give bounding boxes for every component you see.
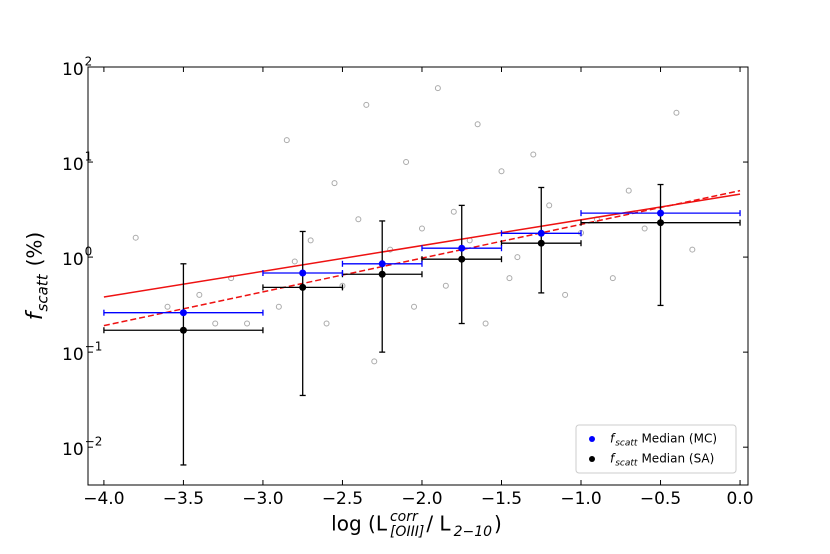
background-point [283,137,290,144]
background-point [331,180,338,187]
y-tick-exponent: 1 [85,150,93,164]
plot-frame [87,66,749,486]
background-point [212,320,219,327]
background-point [355,216,362,223]
median-point [378,270,386,278]
background-point [498,168,505,175]
median-point [458,244,466,252]
legend-marker [589,456,595,462]
median-point [299,283,307,291]
legend-box [575,424,737,474]
axis-label-part: 2−10 [454,524,493,540]
y-tick-label: 10 [62,345,84,365]
x-tick-label: −2.5 [322,489,363,509]
median-point [299,269,307,277]
axis-label-part: ) [494,512,502,536]
axis-label-part: log (L [331,512,388,536]
legend-label: Median (MC) [641,432,717,446]
background-point [562,291,569,298]
median-point [179,326,187,334]
background-point [641,225,648,232]
axis-label-part: f [23,309,48,320]
median-point [378,260,386,268]
background-point [275,303,282,310]
y-tick-exponent: 2 [85,55,93,69]
background-point [323,320,330,327]
background-point [442,282,449,289]
x-tick-label: −3.5 [163,489,204,509]
median-point [657,219,665,227]
x-tick-label: −4.0 [83,489,124,509]
median-point [537,239,545,247]
background-point [530,151,537,158]
median-point [657,209,665,217]
axis-label-part: scatt [34,273,52,311]
y-tick-exponent: −1 [85,340,103,354]
y-tick-label: 10 [62,60,84,80]
background-point [450,208,457,215]
background-point [625,187,632,194]
background-point [228,275,235,282]
legend-marker [589,436,595,442]
axis-label-part: [OIII] [390,524,424,540]
median-point [179,309,187,317]
background-point [196,291,203,298]
legend-text: f [610,432,616,446]
background-point [363,101,370,108]
x-tick-label: 0.0 [727,489,754,509]
background-point [482,320,489,327]
median-point [458,255,466,263]
background-point [307,237,314,244]
background-point [371,358,378,365]
x-tick-label: −1.5 [481,489,522,509]
y-tick-label: 10 [62,440,84,460]
background-point [609,275,616,282]
background-point [244,320,251,327]
background-point [514,254,521,261]
axis-label-part: / L [426,512,451,536]
legend-text: scatt [615,459,638,469]
legend-text: scatt [615,439,638,449]
background-point [506,275,513,282]
x-tick-label: −1.0 [560,489,601,509]
y-tick-label: 10 [62,250,84,270]
background-point [673,109,680,116]
background-point [403,159,410,166]
median-point [537,229,545,237]
background-point [474,121,481,128]
background-point [546,202,553,209]
axis-label-part: corr [390,509,419,525]
background-point [164,303,171,310]
x-tick-label: −3.0 [242,489,283,509]
legend-text: f [610,452,616,466]
background-point [434,85,441,92]
axis-label-part: (%) [23,232,47,267]
background-point [689,246,696,253]
y-tick-exponent: 0 [85,245,93,259]
background-point [411,303,418,310]
x-tick-label: −0.5 [640,489,681,509]
background-point [418,225,425,232]
background-point [132,234,139,241]
legend-label: Median (SA) [641,452,714,466]
x-tick-label: −2.0 [401,489,442,509]
y-tick-exponent: −2 [85,435,103,449]
y-tick-label: 10 [62,155,84,175]
x-axis-label: log (L corr[OIII] / L 2−10) [331,509,502,540]
background-point [291,258,298,265]
